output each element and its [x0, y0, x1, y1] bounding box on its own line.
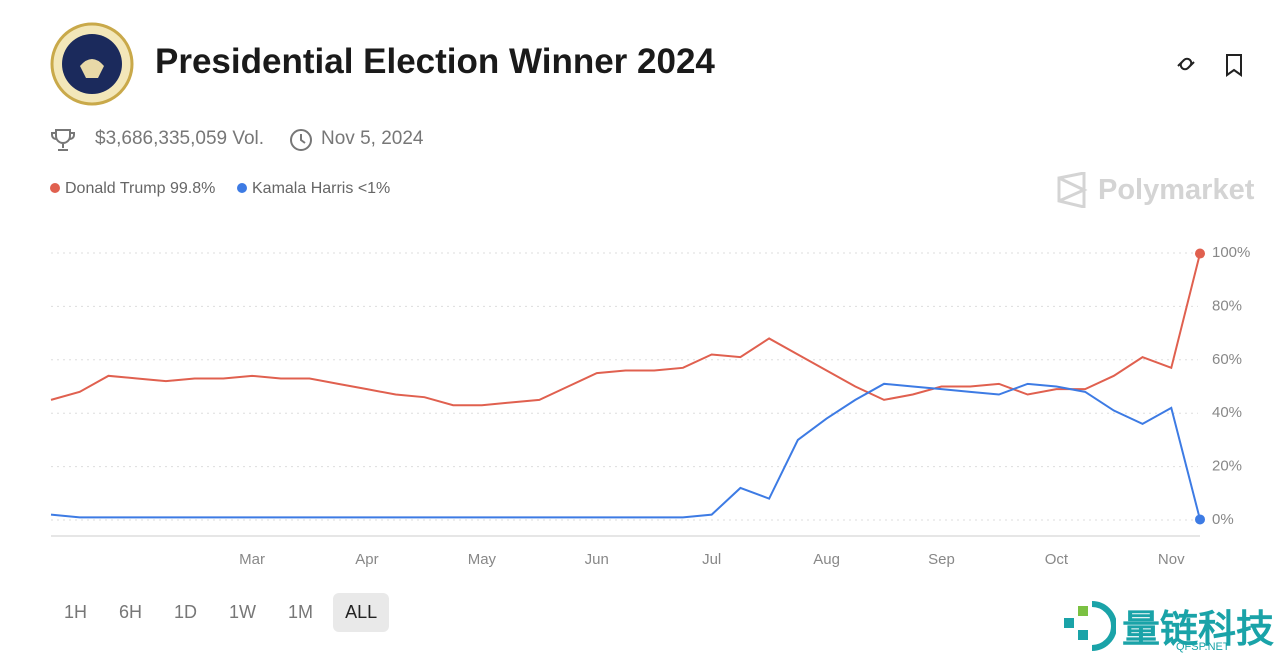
volume: $3,686,335,059 Vol.	[95, 128, 265, 149]
x-tick-label: Apr	[355, 551, 378, 568]
trophy-icon	[51, 129, 75, 151]
actions[interactable]	[1174, 52, 1250, 78]
watermark: 量链科技	[1122, 609, 1275, 651]
title: Presidential Election Winner 2024	[155, 42, 715, 81]
x-tick-label: Sep	[928, 551, 955, 568]
x-tick-label: Oct	[1045, 551, 1069, 568]
timeframe-button[interactable]: 6H	[119, 602, 143, 622]
watermark-site: QFSP.NET	[1176, 641, 1230, 653]
legend-value: <1%	[357, 180, 391, 197]
end-dot	[1195, 248, 1205, 259]
seal	[50, 22, 134, 106]
x-tick-label: May	[468, 551, 497, 568]
x-tick-label: Jul	[702, 551, 721, 568]
watermark-logo	[1064, 601, 1116, 651]
y-tick-label: 20%	[1212, 458, 1242, 475]
y-tick-label: 80%	[1212, 297, 1242, 314]
x-tick-label: Mar	[239, 551, 265, 568]
timeframe-button[interactable]: 1H	[64, 602, 88, 622]
line	[50, 253, 1201, 407]
y-tick-label: 100%	[1212, 244, 1250, 261]
timeframe-button[interactable]: 1D	[174, 602, 198, 622]
timeframe-button[interactable]: 1M	[288, 602, 314, 622]
legend-name: Kamala Harris	[252, 180, 354, 197]
x-tick-label: Aug	[813, 551, 840, 568]
timeframes: 1H 6H 1D 1W 1M ALL	[52, 593, 390, 632]
line	[50, 382, 1201, 520]
chart: 0% 20% 40% 60% 80% 100% Mar Apr May Jun Jul Aug Sep O…	[50, 244, 1250, 568]
date: Nov 5, 2024	[321, 128, 424, 149]
x-tick-label: Nov	[1158, 551, 1185, 568]
y-tick-label: 40%	[1212, 404, 1242, 421]
legend-name: Donald Trump	[65, 180, 166, 197]
y-tick-label: 60%	[1212, 351, 1242, 368]
brand-logo	[1057, 172, 1088, 208]
brand: Polymarket	[1098, 174, 1255, 206]
timeframe-button[interactable]: ALL	[333, 593, 390, 632]
legend-value: 99.8%	[169, 180, 216, 197]
end-dot	[1195, 514, 1205, 525]
legend-item: Kamala Harris <1%	[237, 180, 390, 198]
x-tick-label: Jun	[585, 551, 609, 568]
y-tick-label: 0%	[1212, 511, 1234, 528]
legend-item: Donald Trump 99.8%	[50, 180, 215, 198]
clock-icon	[290, 129, 312, 151]
timeframe-button[interactable]: 1W	[229, 602, 257, 622]
